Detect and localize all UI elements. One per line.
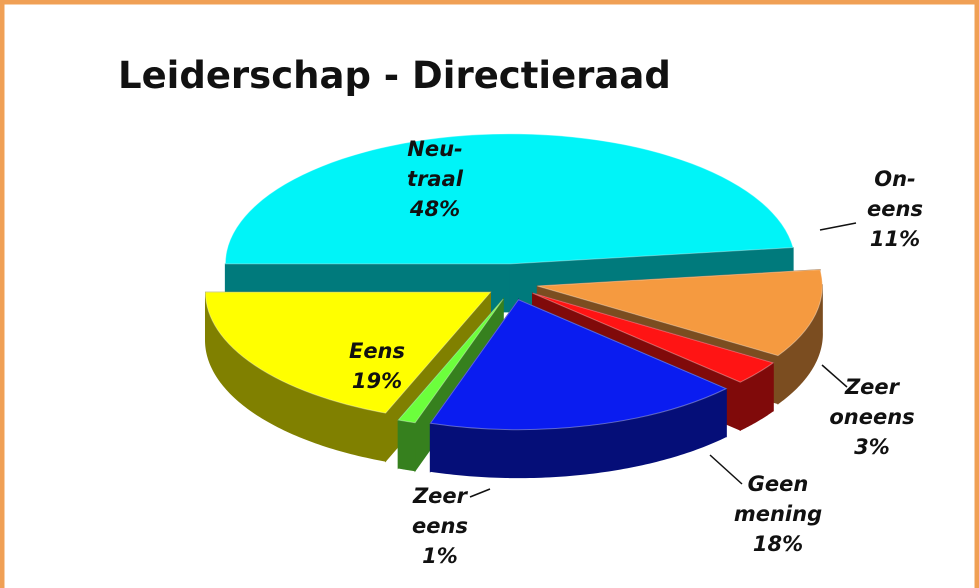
value-label: 3%: [854, 435, 890, 459]
slice: [537, 269, 823, 357]
slice: [204, 291, 492, 414]
value-label: 19%: [352, 369, 402, 393]
slice-label: Zeer: [844, 375, 901, 399]
slice: [397, 298, 504, 424]
slice: [224, 133, 794, 265]
leader-line: [469, 488, 491, 498]
leader-line: [819, 222, 857, 231]
leader-line: [821, 364, 848, 388]
slice-label: mening: [734, 502, 822, 526]
chart-title: Leiderschap - Directieraad: [118, 54, 671, 97]
slice-label: Neu-: [407, 137, 462, 161]
slice-side: [397, 419, 416, 472]
slice-label: Geen: [748, 472, 809, 496]
value-label: 1%: [422, 544, 458, 568]
slice-label: eens: [412, 514, 468, 538]
value-label: 11%: [870, 227, 920, 251]
value-label: 48%: [409, 197, 460, 221]
leader-line: [709, 454, 743, 485]
value-label: 18%: [753, 532, 803, 556]
slice-label: On-: [874, 167, 916, 191]
slice-label: oneens: [829, 405, 914, 429]
slice-label: traal: [407, 167, 464, 191]
slice-label: eens: [867, 197, 923, 221]
slice: [532, 292, 775, 383]
slice-label: Eens: [349, 339, 405, 363]
slice-label: Zeer: [412, 484, 469, 508]
slice: [429, 299, 728, 431]
